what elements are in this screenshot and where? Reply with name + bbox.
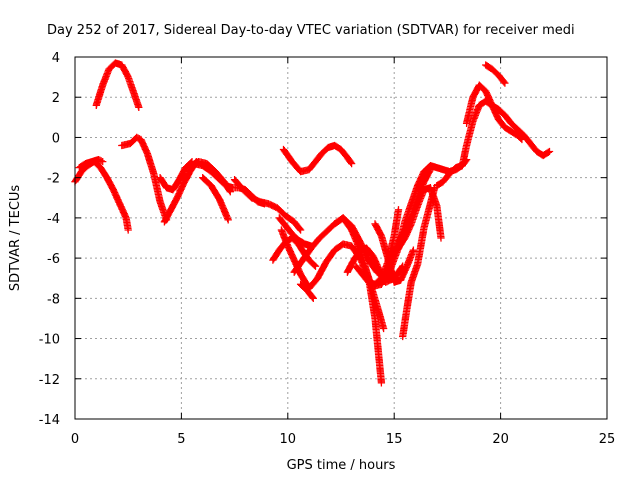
y-tick-label: -10	[39, 333, 60, 348]
series-arc-26	[462, 81, 526, 144]
plot-area-border	[74, 56, 608, 420]
x-tick-label: 0	[71, 432, 79, 447]
point-markers	[275, 214, 315, 250]
point-markers	[399, 184, 439, 341]
x-tick-label: 10	[280, 432, 297, 447]
y-tick-label: 2	[52, 91, 60, 106]
point-markers	[482, 61, 509, 87]
point-markers	[156, 157, 196, 194]
point-markers	[92, 59, 143, 111]
chart-title: Day 252 of 2017, Sidereal Day-to-day VTE…	[47, 23, 575, 38]
series-arc-2	[75, 155, 107, 172]
y-tick-label: 0	[52, 131, 60, 146]
x-axis-title: GPS time / hours	[287, 458, 396, 473]
point-markers	[230, 176, 305, 234]
series-arc-3	[92, 59, 143, 111]
x-tick-label: 20	[492, 432, 509, 447]
x-tick-label: 15	[386, 432, 403, 447]
point-markers	[199, 174, 232, 224]
y-tick-label: 4	[52, 51, 60, 66]
y-tick-label: -8	[47, 292, 60, 307]
series-arc-13	[279, 141, 356, 176]
series-arc-10	[230, 176, 305, 234]
y-tick-label: -14	[39, 413, 60, 428]
series-arc-27	[482, 61, 509, 87]
point-markers	[75, 155, 107, 172]
x-tick-label: 5	[177, 432, 185, 447]
point-markers	[279, 141, 356, 176]
series-arc-16	[296, 280, 317, 302]
point-markers	[296, 280, 317, 302]
y-axis-title: SDTVAR / TECUs	[8, 185, 23, 292]
axis-ticks	[74, 56, 608, 420]
y-tick-label: -6	[47, 252, 60, 267]
series-arc-12	[275, 214, 315, 250]
point-markers	[462, 81, 526, 144]
grid	[75, 57, 607, 419]
point-markers	[118, 133, 171, 224]
series-arc-9	[199, 174, 232, 224]
x-tick-label: 25	[599, 432, 616, 447]
series-arc-4	[118, 133, 171, 224]
y-tick-label: -4	[47, 212, 60, 227]
series-arc-24	[399, 184, 439, 341]
y-tick-label: -12	[39, 373, 60, 388]
y-tick-label: -2	[47, 172, 60, 187]
data-points	[71, 59, 554, 387]
series-arc-5	[156, 157, 196, 194]
